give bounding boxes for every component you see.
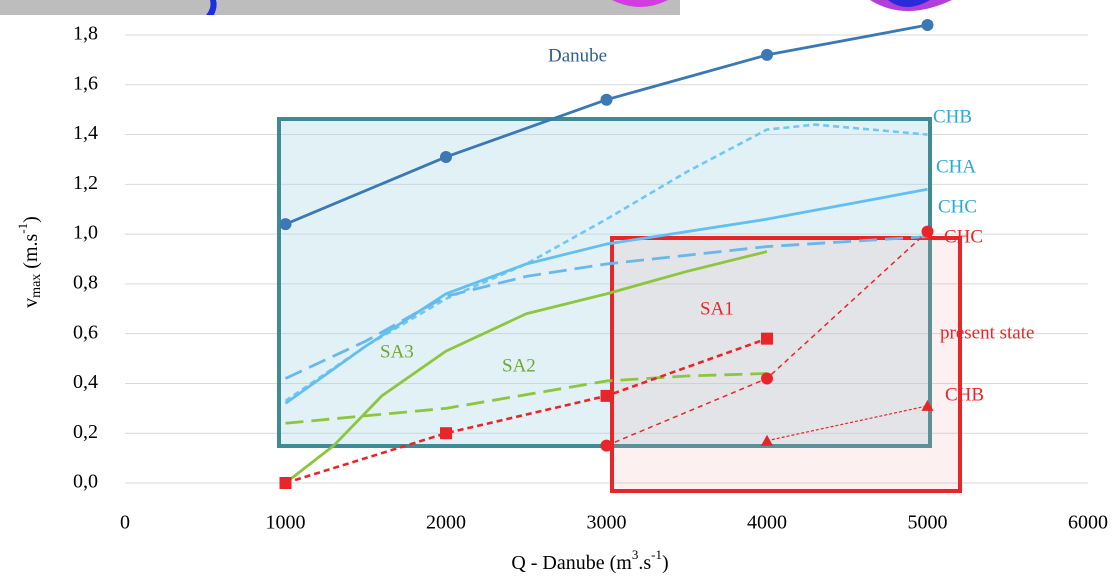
- y-label-part: (m.s: [20, 233, 42, 268]
- x-tick-label: 0: [120, 512, 130, 534]
- y-tick-label: 0,0: [73, 471, 98, 493]
- point: [601, 390, 613, 402]
- series-label: SA2: [502, 355, 536, 376]
- point: [761, 49, 773, 61]
- x-label-part: .s: [638, 552, 651, 574]
- y-tick-label: 1,6: [73, 72, 98, 94]
- x-tick-label: 3000: [587, 512, 627, 534]
- annotation: CHC: [944, 226, 983, 247]
- x-tick-label: 2000: [426, 512, 466, 534]
- point: [280, 218, 292, 230]
- x-tick-label: 4000: [747, 512, 787, 534]
- highlight-box: [612, 238, 960, 491]
- point: [601, 440, 613, 452]
- chart: 0,0 0,2 0,4 0,6 0,8 1,0 1,2 1,4 1,6 1,8 0 1000 2000 3…: [0, 0, 1114, 583]
- series-label: present state: [940, 322, 1034, 343]
- point: [280, 477, 292, 489]
- y-tick-label: 1,8: [73, 23, 98, 45]
- series-label: CHA: [936, 156, 976, 177]
- point: [440, 427, 452, 439]
- y-label-part: v: [20, 298, 42, 308]
- series-label: SA3: [380, 341, 414, 362]
- y-tick-label: 0,2: [73, 421, 98, 443]
- series-label: CHC: [938, 196, 977, 217]
- y-tick-label: 0,8: [73, 271, 98, 293]
- y-label-part: -1: [15, 223, 30, 234]
- point: [601, 94, 613, 106]
- x-tick-label: 1000: [266, 512, 306, 534]
- x-label-part: -1: [651, 547, 662, 562]
- series-label: CHB: [945, 384, 984, 405]
- point: [440, 151, 452, 163]
- y-tick-label: 1,0: [73, 222, 98, 244]
- y-tick-label: 1,2: [73, 172, 98, 194]
- x-label-part: ): [662, 552, 669, 574]
- x-tick-label: 5000: [908, 512, 948, 534]
- y-axis-label: vmax (m.s-1): [15, 216, 44, 308]
- series-label: Danube: [548, 45, 607, 66]
- x-tick-label: 6000: [1068, 512, 1108, 534]
- y-tick-label: 0,6: [73, 321, 98, 343]
- point: [761, 372, 773, 384]
- x-label-part: Q - Danube (m: [511, 552, 632, 574]
- image-strip: [0, 0, 680, 15]
- y-tick-label: 0,4: [73, 371, 98, 393]
- y-tick-label: 1,4: [73, 122, 98, 144]
- point: [922, 19, 934, 31]
- y-label-part: max: [29, 274, 44, 298]
- x-axis-label: Q - Danube (m3.s-1): [511, 547, 668, 574]
- series-label: CHB: [933, 106, 972, 127]
- point: [922, 226, 934, 238]
- series-label: SA1: [700, 298, 734, 319]
- y-label-part: ): [20, 216, 42, 223]
- point: [761, 333, 773, 345]
- plot-area: 0,0 0,2 0,4 0,6 0,8 1,0 1,2 1,4 1,6 1,8 0 1000 2000 3…: [73, 19, 1108, 534]
